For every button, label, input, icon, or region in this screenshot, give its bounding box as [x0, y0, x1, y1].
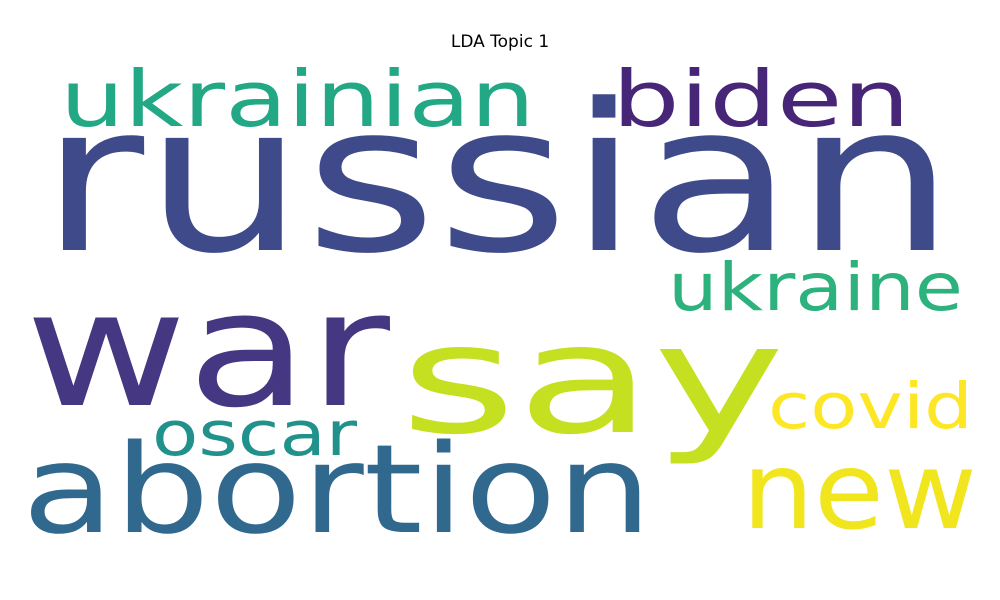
word-oscar: oscar [152, 398, 358, 470]
word-ukraine: ukraine [668, 250, 963, 326]
chart-title: LDA Topic 1 [450, 32, 550, 52]
word-russian: russian [40, 61, 955, 299]
word-abortion: abortion [22, 419, 652, 562]
word-biden: biden [612, 55, 910, 145]
word-ukrainian: ukrainian [60, 55, 535, 145]
word-war: war [25, 257, 390, 443]
word-covid: covid [768, 369, 973, 443]
word-say: say [400, 291, 785, 468]
word-new: new [742, 430, 977, 554]
